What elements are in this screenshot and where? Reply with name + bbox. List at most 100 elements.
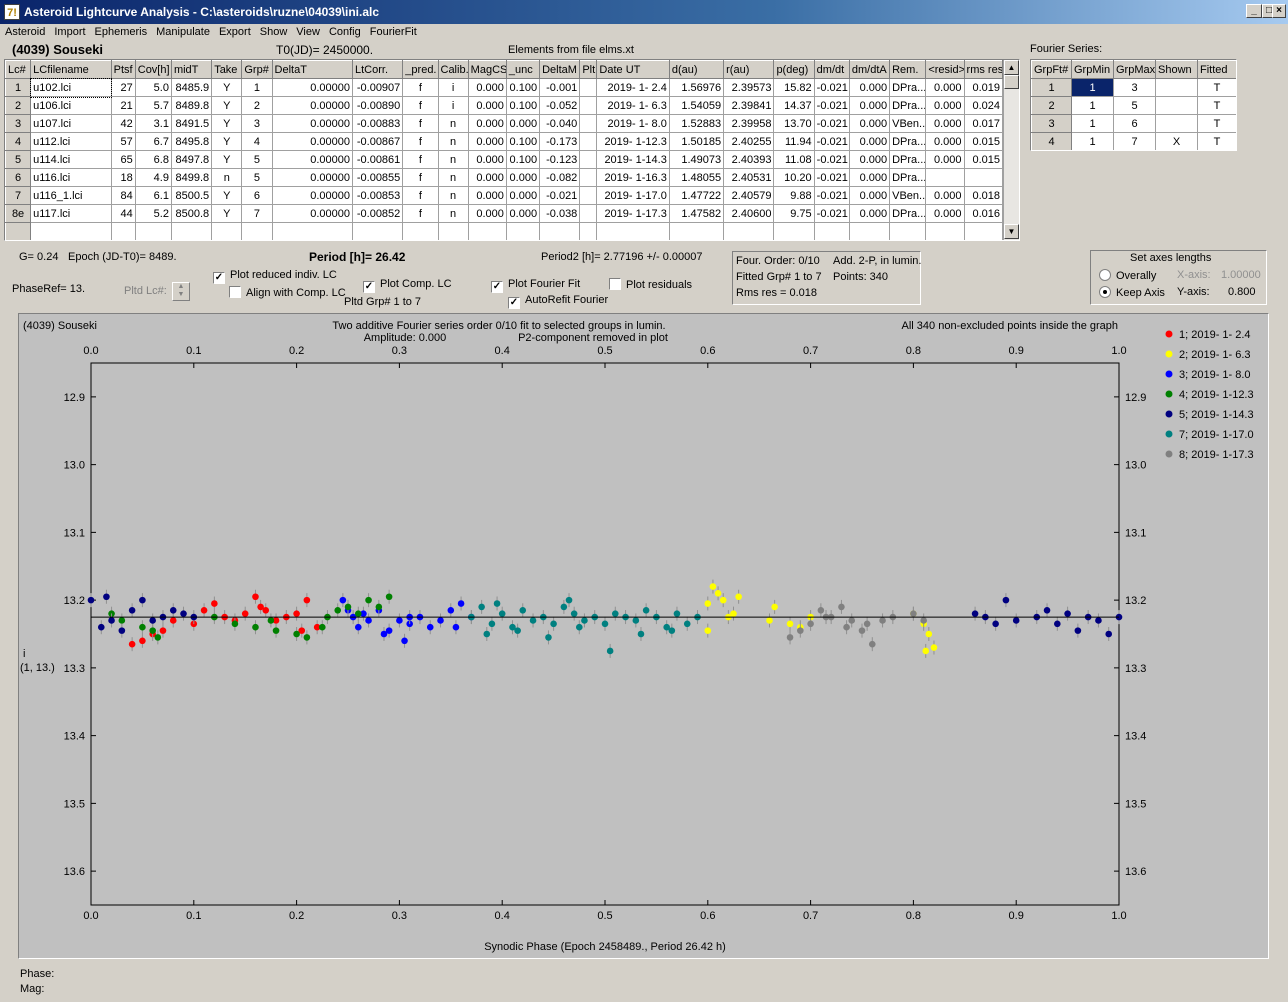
menu-ephemeris[interactable]: Ephemeris <box>94 26 148 38</box>
table-cell[interactable] <box>579 96 598 115</box>
table-cell[interactable] <box>1155 96 1198 115</box>
table-cell[interactable]: Y <box>211 132 243 151</box>
table-cell[interactable]: u102.lci <box>29 77 113 98</box>
table-cell[interactable]: 1.50185 <box>668 132 725 151</box>
table-row-empty[interactable] <box>5 222 1004 240</box>
table-cell[interactable]: -0.040 <box>539 114 581 133</box>
table-cell[interactable]: 11.08 <box>773 150 815 169</box>
table-row[interactable]: 2 u106.lci 21 5.7 8489.8 Y 2 0.00000 -0.00890 f i 0… <box>5 96 1004 115</box>
table-cell[interactable]: n <box>211 168 243 187</box>
table-cell[interactable] <box>1155 78 1198 97</box>
table-cell[interactable]: i <box>437 96 469 115</box>
table-cell[interactable]: 2.40255 <box>723 132 775 151</box>
table-cell[interactable]: 0.000 <box>925 186 965 205</box>
table-cell[interactable]: 0.000 <box>505 204 541 223</box>
table-cell[interactable]: 0.015 <box>963 150 1004 169</box>
lc-column-header[interactable]: rms res <box>963 60 1004 79</box>
table-cell[interactable]: DPra... <box>889 132 927 151</box>
table-cell[interactable]: -0.00852 <box>351 204 404 223</box>
table-cell[interactable]: 0.000 <box>467 78 507 97</box>
table-cell[interactable]: 1.47722 <box>668 186 725 205</box>
fourier-column-header[interactable]: GrpFt# <box>1031 60 1072 79</box>
table-cell[interactable]: 1 <box>1071 132 1114 150</box>
table-cell[interactable] <box>579 204 598 223</box>
table-cell[interactable]: 0.018 <box>963 186 1004 205</box>
table-cell[interactable]: 42 <box>110 114 136 133</box>
table-cell[interactable] <box>848 222 891 240</box>
table-cell[interactable]: DPra... <box>889 150 927 169</box>
table-cell[interactable]: 0.000 <box>505 168 541 187</box>
lc-table-scrollbar[interactable]: ▲ ▼ <box>1003 60 1019 240</box>
table-cell[interactable] <box>579 114 598 133</box>
table-cell[interactable] <box>467 222 507 240</box>
lightcurve-plot[interactable]: (4039) Souseki Two additive Fourier serie… <box>19 314 1268 958</box>
table-cell[interactable]: 0.000 <box>848 204 891 223</box>
lc-column-header[interactable]: Lc# <box>5 60 32 79</box>
table-cell[interactable]: 0.000 <box>925 204 965 223</box>
lc-column-header[interactable]: d(au) <box>668 60 725 79</box>
table-cell[interactable]: X <box>1155 132 1198 150</box>
table-cell[interactable]: -0.001 <box>539 78 581 97</box>
table-cell[interactable]: Y <box>211 96 243 115</box>
table-cell[interactable]: 0.00000 <box>271 96 354 115</box>
scroll-up-icon[interactable]: ▲ <box>1004 60 1019 75</box>
table-cell[interactable]: 2.39573 <box>723 78 775 97</box>
table-cell[interactable]: 8491.5 <box>170 114 213 133</box>
table-cell[interactable]: VBen... <box>889 186 927 205</box>
table-cell[interactable]: f <box>402 150 439 169</box>
table-cell[interactable]: 1.54059 <box>668 96 725 115</box>
table-cell[interactable]: 0.000 <box>505 186 541 205</box>
table-cell[interactable]: 4 <box>241 132 273 151</box>
table-cell[interactable]: 2.40531 <box>723 168 775 187</box>
table-cell[interactable]: 2019- 1-12.3 <box>596 132 670 151</box>
lc-column-header[interactable]: Calib. <box>437 60 469 79</box>
table-cell[interactable]: u112.lci <box>30 132 112 151</box>
table-cell[interactable]: -0.00907 <box>351 78 404 97</box>
table-cell[interactable]: 1 <box>241 78 273 97</box>
table-cell[interactable]: f <box>402 204 439 223</box>
table-cell[interactable]: Y <box>211 78 243 97</box>
table-cell[interactable]: -0.021 <box>813 204 850 223</box>
table-cell[interactable] <box>813 222 850 240</box>
table-cell[interactable]: -0.021 <box>539 186 581 205</box>
table-cell[interactable]: 0.000 <box>925 78 965 97</box>
table-cell[interactable]: 1.52883 <box>668 114 725 133</box>
table-cell[interactable]: 1 <box>1071 78 1114 97</box>
lc-column-header[interactable]: p(deg) <box>773 60 815 79</box>
table-cell[interactable]: 0.00000 <box>271 150 354 169</box>
table-cell[interactable]: 0.00000 <box>271 186 354 205</box>
table-cell[interactable] <box>539 222 581 240</box>
table-cell[interactable]: VBen... <box>889 114 927 133</box>
table-cell[interactable]: 6.1 <box>134 186 172 205</box>
table-cell[interactable]: -0.021 <box>813 96 850 115</box>
table-cell[interactable]: 6.7 <box>134 132 172 151</box>
table-cell[interactable]: DPra... <box>889 204 927 223</box>
table-cell[interactable]: 0.000 <box>467 96 507 115</box>
table-cell[interactable]: 0.000 <box>848 132 891 151</box>
fourier-column-header[interactable]: Fitted <box>1197 60 1236 79</box>
lc-column-header[interactable]: Rem. <box>889 60 927 79</box>
table-cell[interactable]: n <box>437 150 469 169</box>
table-cell[interactable]: T <box>1197 96 1236 115</box>
table-cell[interactable]: 0.000 <box>467 168 507 187</box>
table-cell[interactable] <box>211 222 243 240</box>
table-cell[interactable] <box>889 222 927 240</box>
table-cell[interactable]: 0.000 <box>848 114 891 133</box>
table-cell[interactable]: 2019- 1-14.3 <box>596 150 670 169</box>
table-cell[interactable]: 0.000 <box>848 78 891 97</box>
table-cell[interactable]: -0.173 <box>539 132 581 151</box>
table-cell[interactable]: Y <box>211 204 243 223</box>
table-cell[interactable] <box>5 222 32 240</box>
row-header[interactable]: 5 <box>5 150 32 169</box>
lc-column-header[interactable]: Grp# <box>241 60 273 79</box>
lc-column-header[interactable]: MagCS <box>467 60 507 79</box>
table-cell[interactable]: u106.lci <box>30 96 112 115</box>
table-cell[interactable]: 7 <box>241 204 273 223</box>
table-cell[interactable]: -0.021 <box>813 150 850 169</box>
lc-column-header[interactable]: r(au) <box>723 60 775 79</box>
table-row[interactable]: 8e u117.lci 44 5.2 8500.8 Y 7 0.00000 -0.00852 f n… <box>5 204 1004 223</box>
table-cell[interactable] <box>134 222 172 240</box>
plot-reduced-checkbox[interactable]: ✓ Plot reduced indiv. LC <box>213 269 337 284</box>
